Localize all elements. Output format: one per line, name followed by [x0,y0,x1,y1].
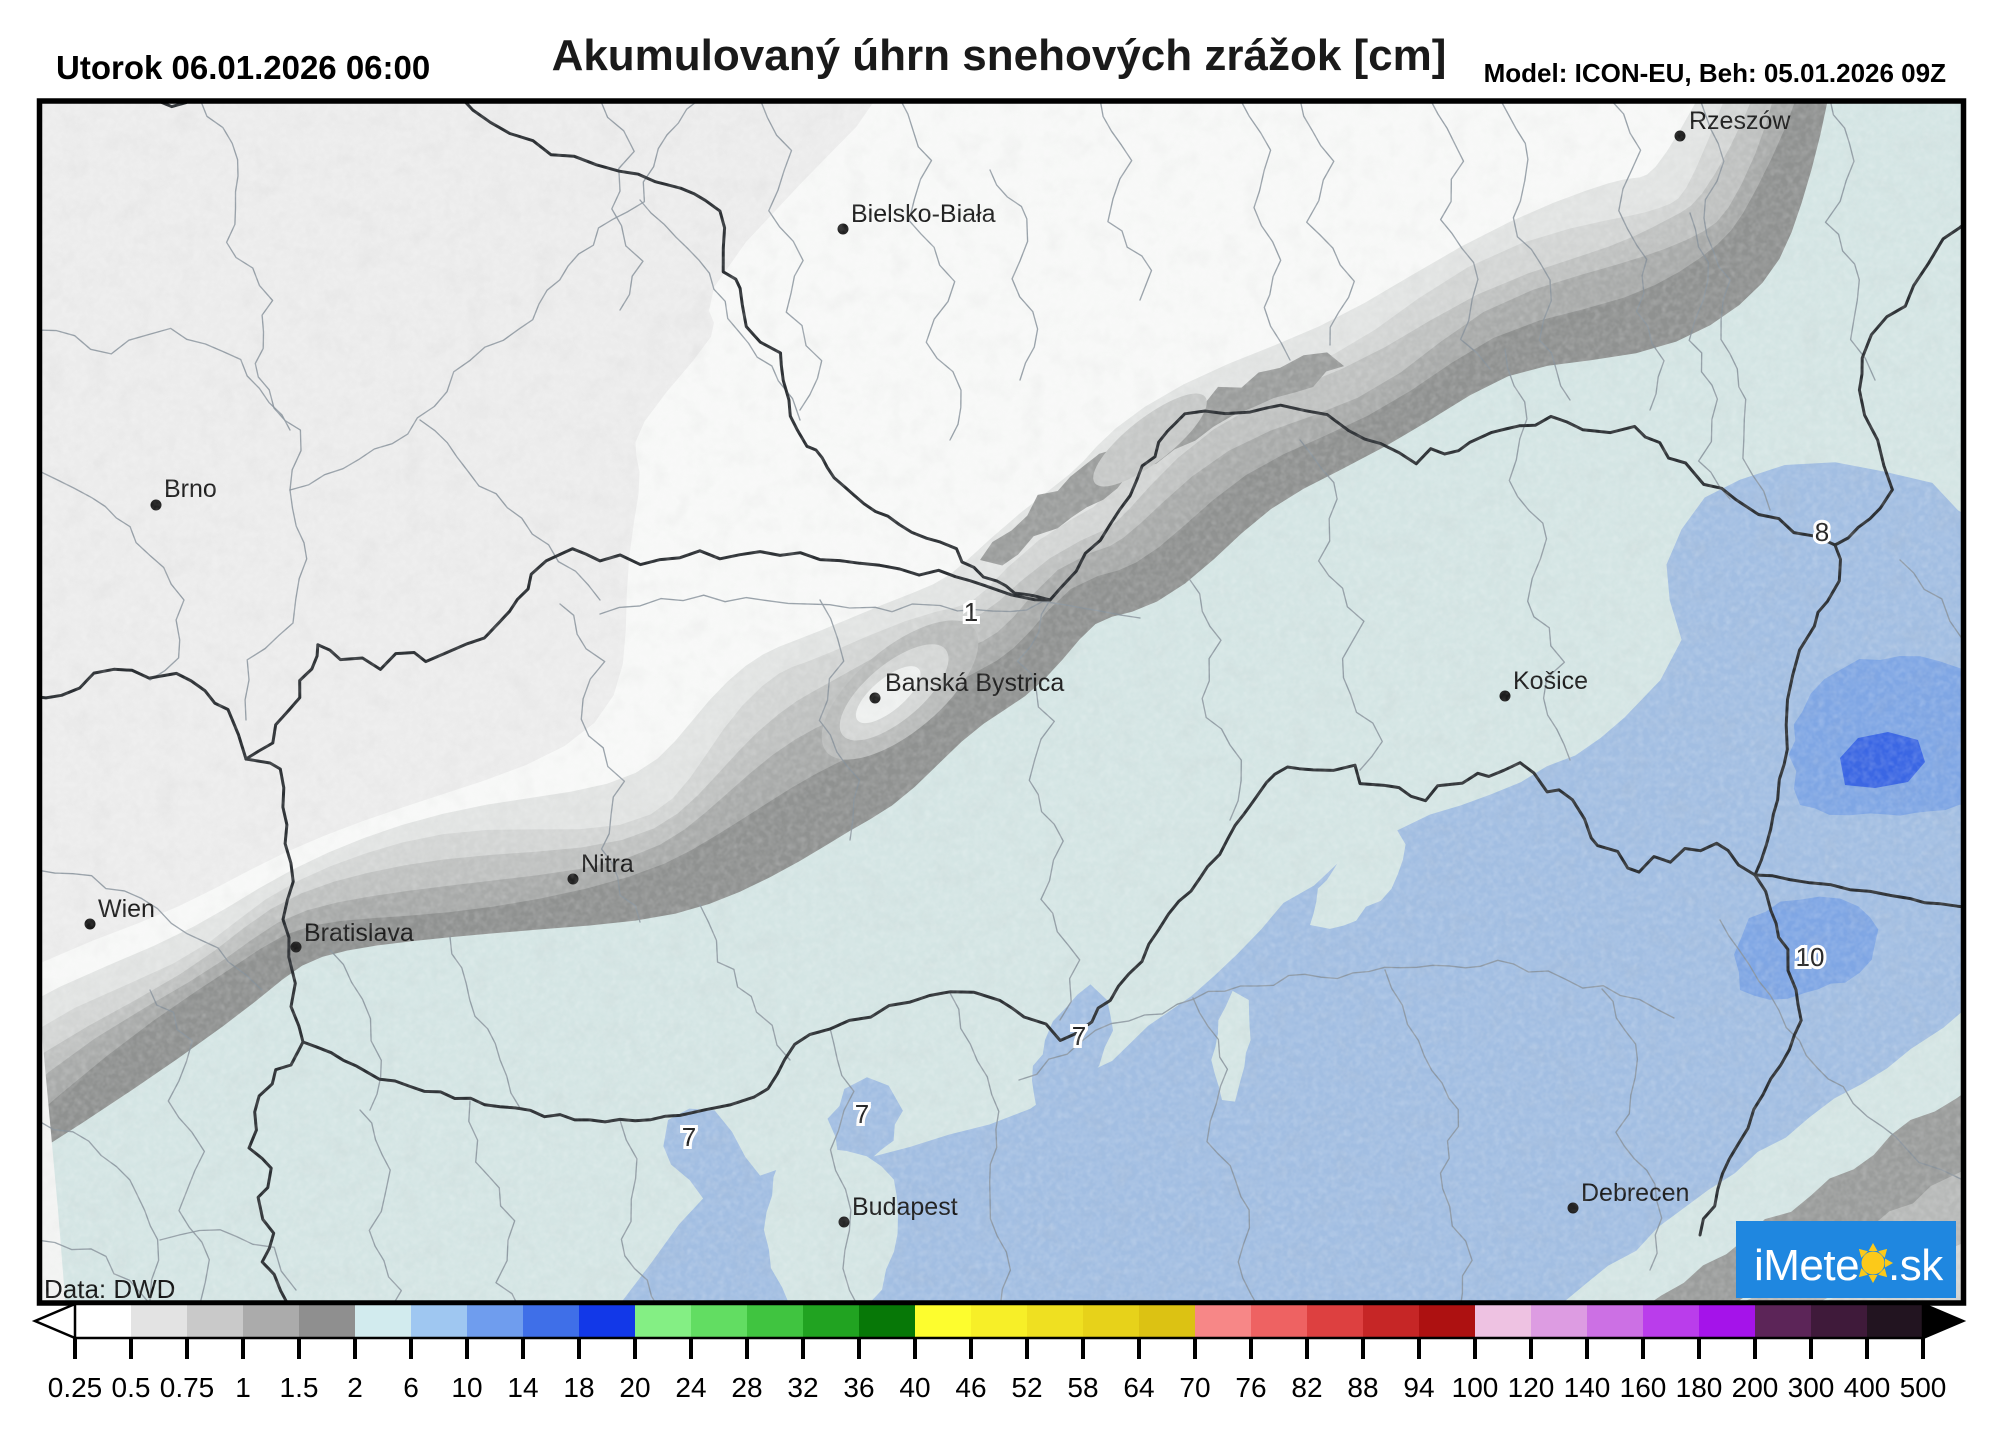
svg-text:.sk: .sk [1888,1241,1944,1290]
svg-text:82: 82 [1291,1372,1322,1403]
svg-text:20: 20 [619,1372,650,1403]
svg-text:200: 200 [1732,1372,1779,1403]
svg-text:2: 2 [347,1372,363,1403]
svg-text:120: 120 [1508,1372,1555,1403]
svg-text:0.75: 0.75 [160,1372,215,1403]
svg-text:52: 52 [1011,1372,1042,1403]
svg-text:14: 14 [507,1372,538,1403]
svg-text:iMete: iMete [1754,1241,1859,1290]
svg-text:24: 24 [675,1372,706,1403]
svg-text:58: 58 [1067,1372,1098,1403]
svg-text:36: 36 [843,1372,874,1403]
svg-text:Akumulovaný úhrn snehových zrá: Akumulovaný úhrn snehových zrážok [cm] [552,31,1447,80]
svg-text:6: 6 [403,1372,419,1403]
svg-text:140: 140 [1564,1372,1611,1403]
svg-text:180: 180 [1676,1372,1723,1403]
svg-text:88: 88 [1347,1372,1378,1403]
svg-text:40: 40 [899,1372,930,1403]
svg-text:0.5: 0.5 [112,1372,151,1403]
svg-text:400: 400 [1844,1372,1891,1403]
svg-text:76: 76 [1235,1372,1266,1403]
svg-text:300: 300 [1788,1372,1835,1403]
svg-text:10: 10 [451,1372,482,1403]
svg-text:1: 1 [235,1372,251,1403]
svg-text:64: 64 [1123,1372,1154,1403]
svg-text:Utorok 06.01.2026 06:00: Utorok 06.01.2026 06:00 [56,49,430,86]
svg-text:18: 18 [563,1372,594,1403]
svg-text:70: 70 [1179,1372,1210,1403]
svg-text:32: 32 [787,1372,818,1403]
svg-text:0.25: 0.25 [48,1372,103,1403]
svg-text:100: 100 [1452,1372,1499,1403]
svg-text:160: 160 [1620,1372,1667,1403]
svg-text:500: 500 [1900,1372,1947,1403]
svg-text:94: 94 [1403,1372,1434,1403]
svg-text:Model: ICON-EU, Beh: 05.01.202: Model: ICON-EU, Beh: 05.01.2026 09Z [1484,58,1946,88]
svg-text:28: 28 [731,1372,762,1403]
svg-text:46: 46 [955,1372,986,1403]
svg-text:1.5: 1.5 [280,1372,319,1403]
